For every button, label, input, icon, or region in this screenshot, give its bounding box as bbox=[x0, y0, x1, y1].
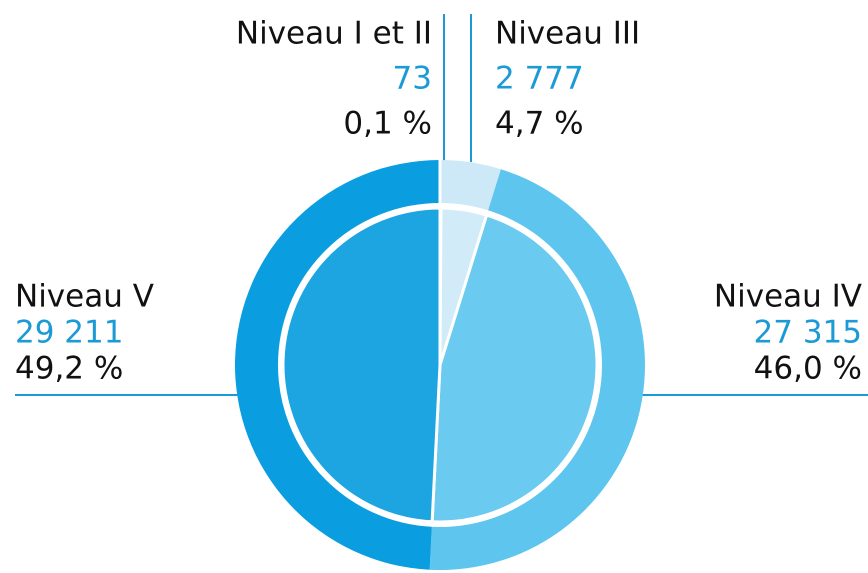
pie-ring-slice bbox=[429, 169, 646, 571]
value-label: 29 211 bbox=[15, 315, 123, 351]
value-label: 73 bbox=[393, 61, 432, 97]
pie-ring-slice bbox=[441, 160, 501, 213]
category-label: Niveau V bbox=[15, 279, 154, 315]
percentage-label: 4,7 % bbox=[495, 106, 584, 142]
category-label: Niveau IV bbox=[714, 279, 862, 315]
percentage-label: 0,1 % bbox=[343, 106, 432, 142]
percentage-label: 46,0 % bbox=[754, 351, 862, 387]
pie-ring-slice bbox=[234, 160, 440, 570]
value-label: 27 315 bbox=[754, 315, 862, 351]
value-label: 2 777 bbox=[495, 61, 584, 97]
pie bbox=[234, 160, 646, 571]
pie-slice bbox=[430, 213, 599, 524]
category-label: Niveau III bbox=[495, 16, 640, 52]
percentage-label: 49,2 % bbox=[15, 351, 123, 387]
category-label: Niveau I et II bbox=[236, 16, 432, 52]
pie-slice bbox=[281, 206, 442, 524]
leader-lines bbox=[15, 14, 868, 396]
